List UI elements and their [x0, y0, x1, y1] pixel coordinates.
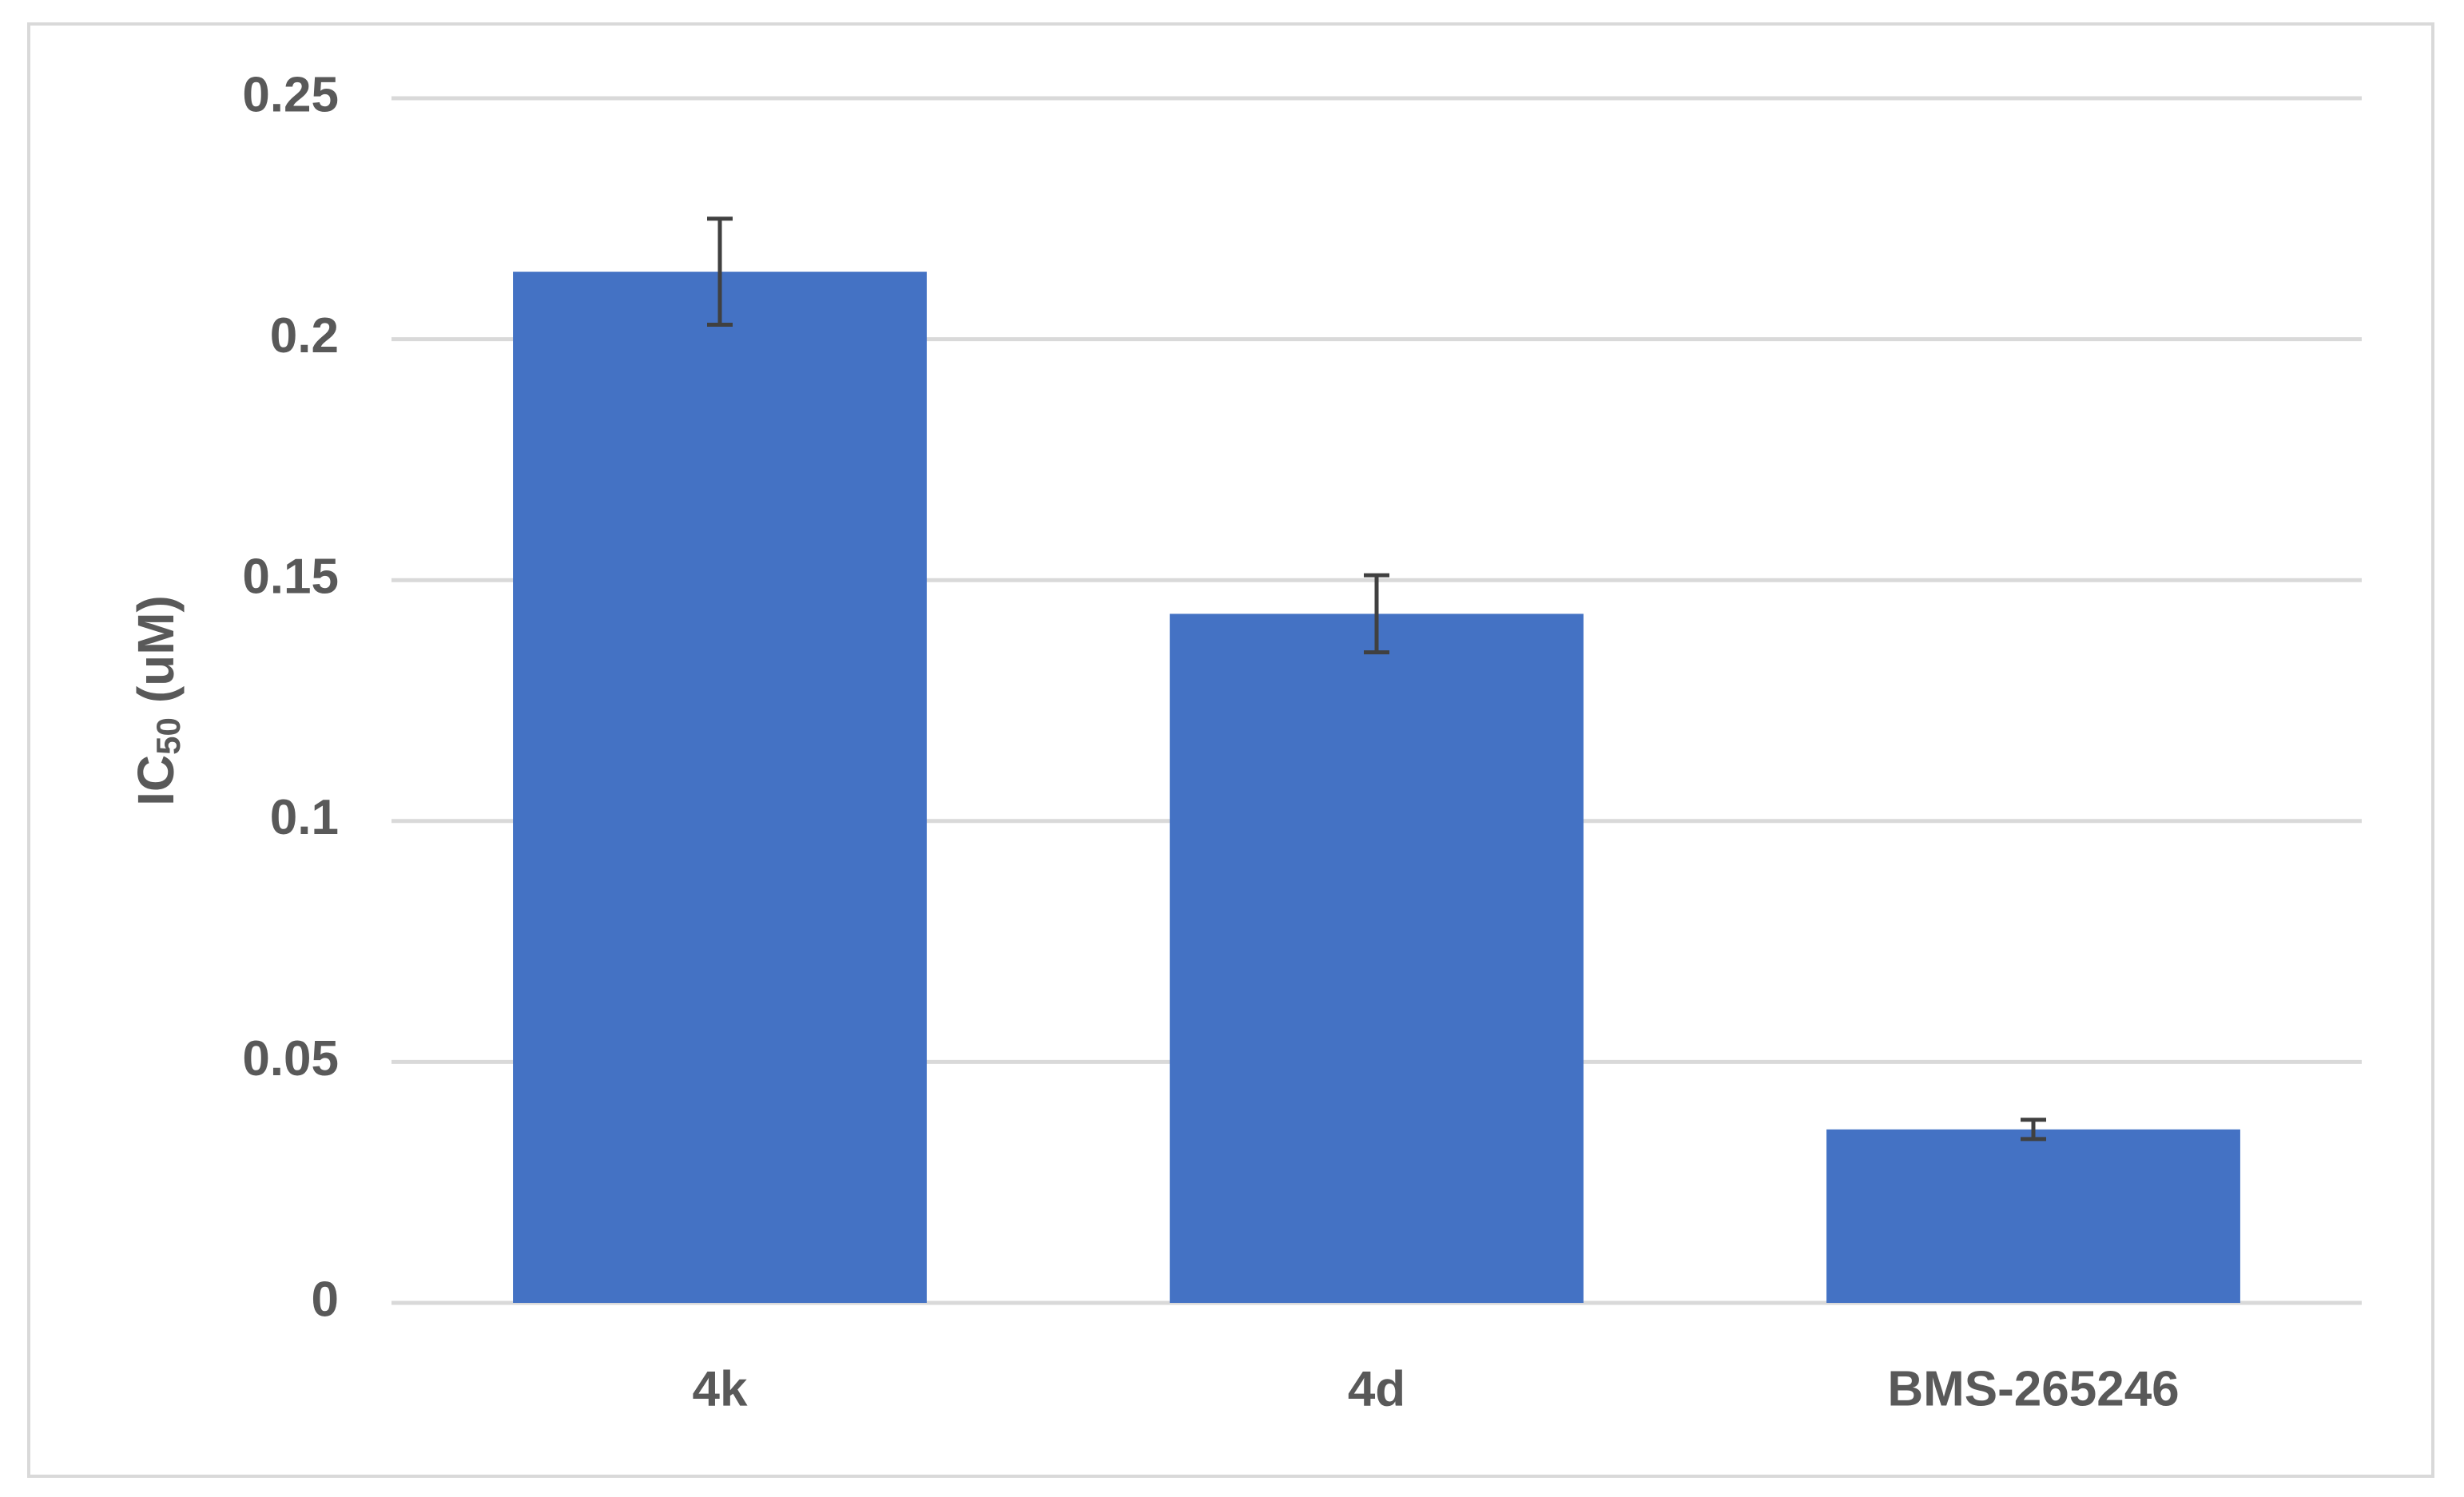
error-bar	[1364, 573, 1389, 655]
x-tick-label: 4d	[1348, 1361, 1405, 1416]
y-label-main: IC	[127, 755, 185, 806]
bar	[1826, 1129, 2240, 1303]
x-tick-label: 4k	[693, 1361, 748, 1416]
bar	[1170, 613, 1584, 1303]
bar	[513, 272, 927, 1304]
y-tick-label: 0.05	[242, 1031, 339, 1086]
y-label-subscript: 50	[149, 717, 187, 755]
y-axis-label: IC50 (uM)	[127, 595, 187, 806]
x-tick-label: BMS-265246	[1887, 1361, 2179, 1416]
error-bar	[707, 216, 733, 328]
y-tick-label: 0.2	[270, 308, 339, 363]
error-bar	[2021, 1118, 2046, 1142]
y-label-unit: (uM)	[127, 595, 185, 703]
y-tick-label: 0	[312, 1272, 339, 1327]
y-tick-label: 0.25	[242, 67, 339, 122]
y-tick-label: 0.1	[270, 790, 339, 845]
y-tick-label: 0.15	[242, 550, 339, 605]
